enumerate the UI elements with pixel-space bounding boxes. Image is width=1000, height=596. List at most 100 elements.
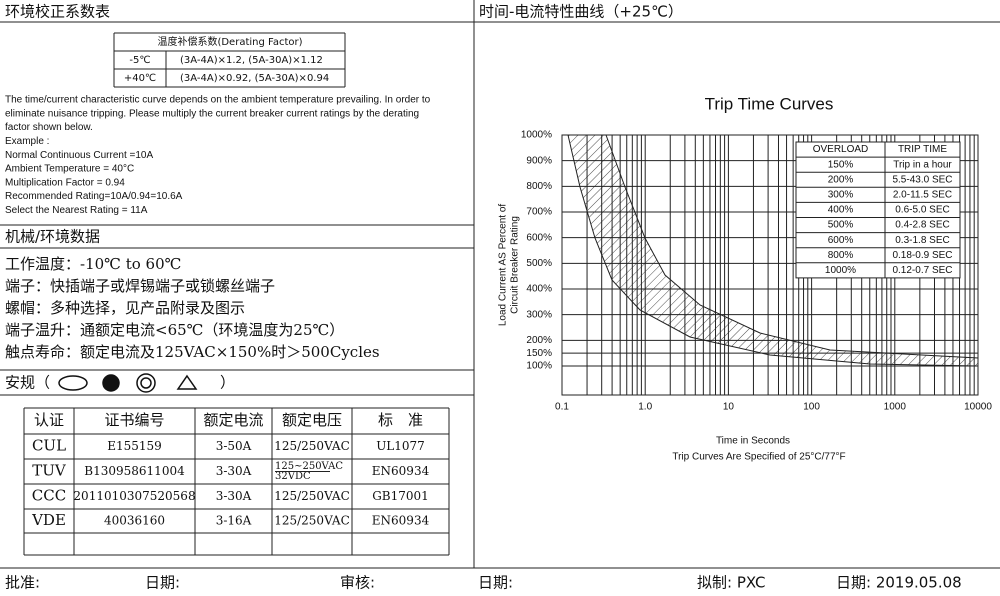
cert-cell: UL1077 (376, 439, 425, 453)
paragraph-line: Ambient Temperature = 40°C (5, 164, 134, 175)
table-bg (795, 141, 961, 279)
overload-cell: 0.6-5.0 SEC (895, 205, 949, 216)
x-tick-label: 10000 (964, 402, 992, 413)
y-tick-label: 1000% (521, 130, 552, 141)
x-tick-label: 10 (723, 402, 735, 413)
cert-cell: EN60934 (372, 514, 430, 528)
paragraph-line: eliminate nuisance tripping. Please mult… (5, 108, 419, 119)
chart-title: Trip Time Curves (705, 94, 834, 113)
y-axis-label: Load Current AS Percent of (498, 204, 509, 327)
y-axis-label: Circuit Breaker Rating (510, 216, 521, 314)
footer-field: 日期: 2019.05.08 (836, 574, 962, 592)
overload-cell: 0.4-2.8 SEC (895, 220, 949, 231)
y-tick-label: 900% (526, 155, 552, 166)
paragraph-line: The time/current characteristic curve de… (5, 95, 431, 106)
chart-note: Trip Curves Are Specified of 25°C/77°F (672, 452, 845, 463)
derating-temp: +40℃ (124, 73, 156, 84)
cert-header: 额定电流 (203, 411, 263, 429)
y-tick-label: 500% (526, 258, 552, 269)
cert-cell: CUL (32, 437, 66, 455)
overload-cell: 300% (828, 189, 854, 200)
cert-cell: 3-16A (216, 514, 252, 528)
overload-cell: 0.12-0.7 SEC (892, 265, 952, 276)
cert-cell: GB17001 (372, 489, 429, 503)
overload-cell: 600% (828, 235, 854, 246)
y-tick-label: 100% (526, 361, 552, 372)
cert-cell: B130958611004 (84, 464, 185, 478)
overload-cell: 0.3-1.8 SEC (895, 235, 949, 246)
cert-cell: 125~250VAC (275, 461, 343, 472)
spec-line: 端子温升：通额定电流<65℃（环境温度为25℃） (5, 321, 344, 339)
paragraph-line: Multiplication Factor = 0.94 (5, 177, 125, 188)
section-title: 机械/环境数据 (5, 228, 100, 246)
paragraph-line: Normal Continuous Current =10A (5, 150, 153, 161)
derating-factor: (3A-4A)×1.2, (5A-30A)×1.12 (180, 55, 323, 66)
overload-cell: 5.5-43.0 SEC (892, 174, 952, 185)
cert-cell: VDE (31, 511, 66, 529)
x-tick-label: 0.1 (555, 402, 569, 413)
cert-cell: CCC (32, 487, 66, 505)
plot-frame (561, 134, 979, 396)
cert-cell: 125/250VAC (274, 489, 350, 503)
paragraph-line: Example : (5, 136, 49, 147)
cert-header: 证书编号 (104, 411, 164, 429)
cert-header: 认证 (34, 411, 64, 429)
overload-cell: 1000% (825, 265, 856, 276)
derating-header: 温度补偿系数(Derating Factor) (157, 35, 302, 48)
cert-cell: TUV (32, 462, 67, 480)
overload-cell: 500% (828, 220, 854, 231)
overload-cell: Trip in a hour (893, 159, 952, 170)
section-title: 时间-电流特性曲线（+25℃） (479, 3, 683, 21)
derating-factor: (3A-4A)×0.92, (5A-30A)×0.94 (180, 73, 329, 84)
footer-field: 日期: (145, 574, 180, 592)
safety-label: ） (220, 374, 235, 392)
overload-cell: 0.18-0.9 SEC (892, 250, 952, 261)
spec-line: 端子：快插端子或焊锡端子或锁螺丝端子 (5, 277, 275, 295)
section-title: 环境校正系数表 (5, 3, 110, 21)
overload-cell: 150% (828, 159, 854, 170)
x-tick-label: 1000 (884, 402, 907, 413)
y-tick-label: 400% (526, 284, 552, 295)
cert-cell: 2011010307520568 (73, 489, 195, 503)
spec-line: 螺帽：多种选择，见产品附录及图示 (5, 299, 245, 317)
overload-cell: 800% (828, 250, 854, 261)
cert-cell: 3-30A (216, 464, 252, 478)
cert-cell: 40036160 (104, 514, 165, 528)
cert-cell: 3-30A (216, 489, 252, 503)
y-tick-label: 700% (526, 207, 552, 218)
overload-cell: 2.0-11.5 SEC (893, 189, 952, 200)
safety-label: 安规（ (5, 374, 50, 392)
cert-cell: 3-50A (216, 439, 252, 453)
y-tick-label: 150% (526, 348, 552, 359)
paragraph-line: Recommended Rating=10A/0.94=10.6A (5, 191, 183, 202)
footer-field: 拟制: PXC (697, 574, 766, 592)
x-tick-label: 100 (803, 402, 820, 413)
cert-cell: 32VDC (275, 471, 311, 482)
cert-cell: 125/250VAC (274, 514, 350, 528)
overload-header: TRIP TIME (898, 144, 947, 155)
spec-line: 工作温度：-10℃ to 60℃ (5, 255, 181, 273)
footer-field: 审核: (340, 574, 375, 592)
derating-temp: -5℃ (129, 55, 150, 66)
footer-field: 日期: (478, 574, 513, 592)
footer-field: 批准: (5, 574, 40, 592)
overload-header: OVERLOAD (813, 144, 869, 155)
overload-cell: 400% (828, 205, 854, 216)
safety-icons (58, 373, 198, 393)
cert-header: 标 准 (378, 411, 423, 429)
cert-cell: EN60934 (372, 464, 430, 478)
paragraph-line: Select the Nearest Rating = 11A (5, 205, 148, 216)
paragraph-line: factor shown below. (5, 122, 93, 133)
x-axis-label: Time in Seconds (716, 436, 790, 447)
x-tick-label: 1.0 (638, 402, 652, 413)
y-tick-label: 300% (526, 309, 552, 320)
cert-cell: E155159 (107, 439, 162, 453)
cert-cell: 125/250VAC (274, 439, 350, 453)
spec-line: 触点寿命：额定电流及125VAC×150%时＞500Cycles (5, 343, 380, 361)
overload-cell: 200% (828, 174, 854, 185)
y-tick-label: 800% (526, 181, 552, 192)
cert-header: 额定电压 (282, 411, 342, 429)
y-tick-label: 600% (526, 232, 552, 243)
